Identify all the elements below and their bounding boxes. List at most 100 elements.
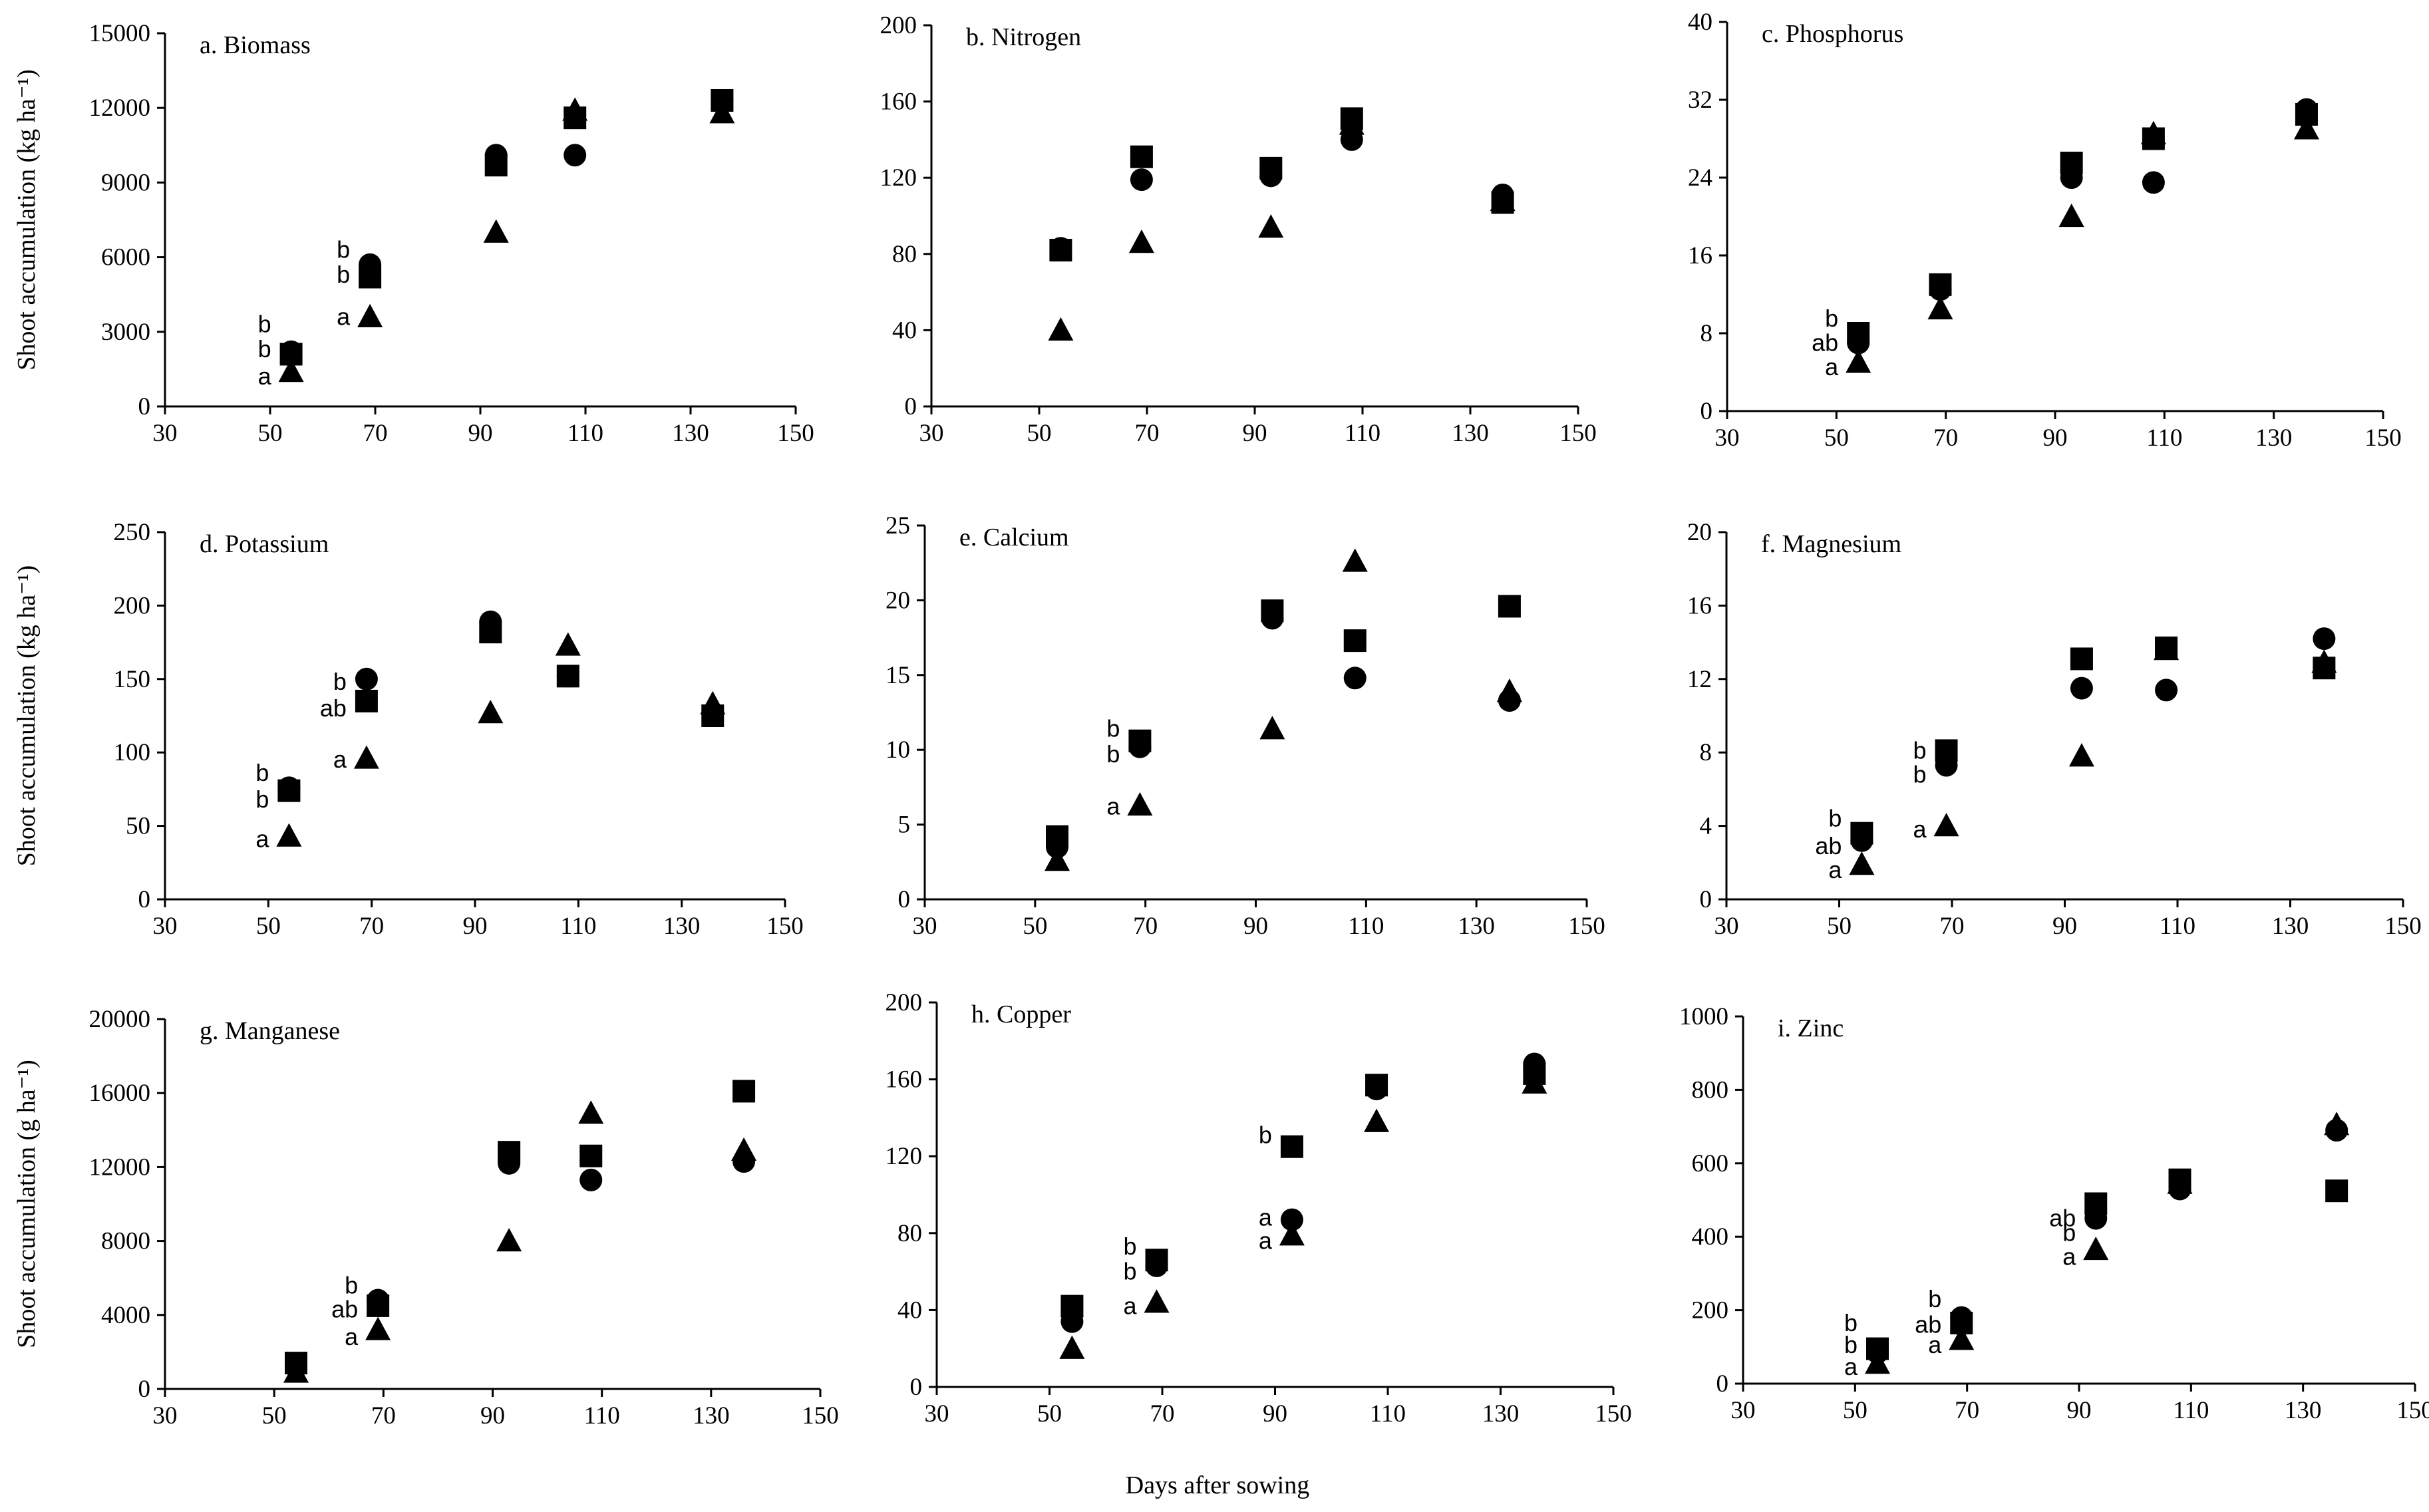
x-tick-label: 30 <box>925 1400 949 1428</box>
y-tick-label: 200 <box>886 989 923 1016</box>
data-point-triangle <box>353 745 379 769</box>
y-tick-label: 150 <box>114 666 151 693</box>
significance-letter: b <box>1259 1121 1272 1148</box>
x-tick-label: 150 <box>2364 424 2402 452</box>
significance-letter: a <box>1828 856 1842 883</box>
panel-7: 30 50 70 90 110 130 150 0 4000 8000 12000 16000 2000… <box>13 1006 839 1430</box>
y-tick-label: 250 <box>114 519 151 546</box>
panel-title: c. Phosphorus <box>1762 20 1903 48</box>
x-tick-label: 30 <box>153 1402 178 1430</box>
data-point-triangle <box>276 823 302 847</box>
data-point-square <box>1261 599 1284 623</box>
panel-8: 30 50 70 90 110 130 150 0 40 80 120 160 200 h. Copper… <box>886 989 1632 1428</box>
x-tick-label: 70 <box>1955 1397 1979 1424</box>
x-tick-label: 70 <box>1940 913 1965 940</box>
data-point-triangle <box>2058 203 2084 227</box>
data-point-square <box>498 1141 521 1164</box>
data-point-square <box>277 779 301 802</box>
data-point-triangle <box>1496 678 1522 702</box>
data-point-square <box>1128 729 1152 752</box>
panel-4: 30 50 70 90 110 130 150 0 50 100 150 200 250 d. Potas… <box>13 519 804 940</box>
y-axis-label: Shoot accumulation (g ha⁻¹) <box>13 1060 41 1348</box>
data-point-triangle <box>1127 792 1153 816</box>
data-point-square <box>1145 1249 1168 1272</box>
data-point-circle <box>1343 667 1367 690</box>
data-point-square <box>1280 1135 1303 1158</box>
data-point-square <box>359 265 382 289</box>
panel-title: f. Magnesium <box>1761 530 1901 558</box>
data-point-triangle <box>2324 1112 2350 1135</box>
data-point-square <box>2325 1179 2348 1203</box>
data-point-square <box>1929 273 1952 296</box>
significance-letter: b <box>345 1271 358 1298</box>
y-axis-label: Shoot accumulation (kg ha⁻¹) <box>13 69 41 371</box>
data-point-square <box>579 1144 603 1167</box>
x-tick-label: 130 <box>2255 424 2293 452</box>
data-point-triangle <box>1865 1350 1890 1374</box>
data-point-square <box>732 1080 756 1103</box>
x-tick-label: 130 <box>663 913 701 940</box>
data-point-triangle <box>478 700 504 724</box>
data-point-square <box>1046 825 1068 848</box>
x-tick-label: 50 <box>1843 1397 1867 1424</box>
x-tick-label: 110 <box>1348 913 1384 940</box>
data-point-triangle <box>2167 1170 2193 1194</box>
y-tick-label: 10 <box>886 736 910 764</box>
data-point-square <box>2070 647 2093 671</box>
y-tick-label: 40 <box>892 317 917 344</box>
y-tick-label: 50 <box>126 813 150 840</box>
panel-title: d. Potassium <box>200 530 329 558</box>
x-tick-label: 110 <box>2173 1397 2209 1424</box>
data-point-triangle <box>1128 229 1154 253</box>
x-tick-label: 110 <box>2160 913 2195 940</box>
data-point-triangle <box>1949 1326 1975 1350</box>
data-point-circle <box>2070 677 2093 700</box>
y-tick-label: 5 <box>898 812 911 839</box>
x-tick-label: 130 <box>2272 913 2309 940</box>
x-tick-label: 150 <box>777 420 814 447</box>
x-tick-label: 50 <box>1827 913 1852 940</box>
y-tick-label: 16 <box>1687 592 1712 619</box>
y-tick-label: 3000 <box>101 319 150 346</box>
x-tick-label: 150 <box>2396 1397 2429 1424</box>
data-point-square <box>1935 739 1958 762</box>
x-tick-label: 50 <box>1824 424 1849 452</box>
x-tick-label: 130 <box>1458 913 1495 940</box>
x-axis-label: Days after sowing <box>1126 1471 1309 1499</box>
data-point-triangle <box>1258 214 1284 238</box>
y-tick-label: 1000 <box>1679 1003 1728 1030</box>
y-tick-label: 200 <box>1692 1297 1729 1324</box>
x-tick-label: 130 <box>2285 1397 2322 1424</box>
data-point-triangle <box>1339 111 1365 135</box>
x-tick-label: 50 <box>1037 1400 1062 1428</box>
y-tick-label: 80 <box>897 1220 922 1247</box>
significance-letter: a <box>1259 1204 1273 1231</box>
y-tick-label: 0 <box>1700 886 1712 913</box>
data-point-triangle <box>1342 548 1368 572</box>
y-tick-label: 0 <box>138 886 151 913</box>
data-point-square <box>2060 152 2083 175</box>
x-tick-label: 70 <box>363 420 388 447</box>
data-point-triangle <box>1059 1335 1085 1359</box>
x-tick-label: 50 <box>262 1402 287 1430</box>
panel-9: 30 50 70 90 110 130 150 0 200 400 600 800 1000 i. Zin… <box>1679 1003 2429 1424</box>
significance-letter: ab <box>1915 1311 1941 1338</box>
y-tick-label: 0 <box>898 886 911 913</box>
data-point-triangle <box>555 632 581 656</box>
data-point-circle <box>355 667 378 690</box>
significance-letter: a <box>337 303 351 330</box>
y-tick-label: 0 <box>1700 398 1713 425</box>
y-tick-label: 600 <box>1692 1150 1729 1177</box>
y-tick-label: 160 <box>880 88 917 116</box>
significance-letter: ab <box>1812 329 1838 357</box>
significance-letter: b <box>255 759 269 786</box>
data-point-triangle <box>1846 349 1871 373</box>
y-tick-label: 6000 <box>101 244 150 271</box>
data-point-triangle <box>2311 649 2337 673</box>
data-point-triangle <box>483 219 509 243</box>
x-tick-label: 70 <box>1933 424 1958 452</box>
x-tick-label: 150 <box>1568 913 1605 940</box>
y-tick-label: 100 <box>114 739 151 766</box>
